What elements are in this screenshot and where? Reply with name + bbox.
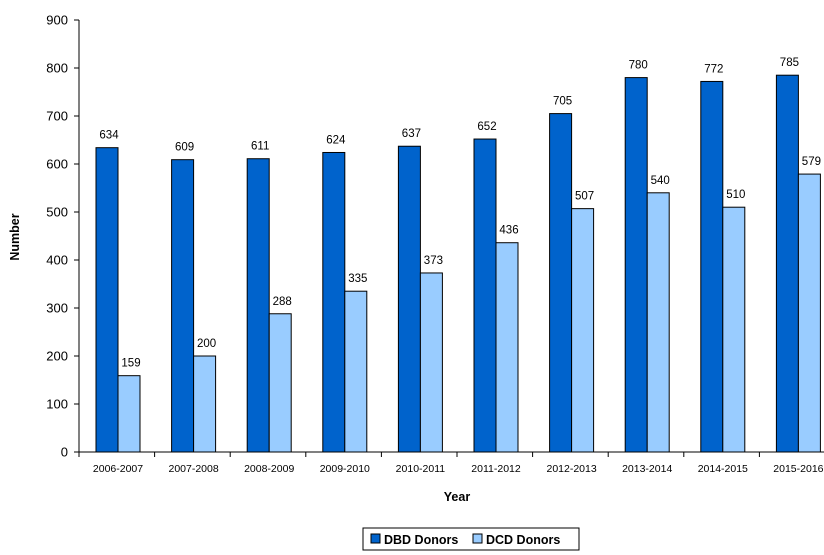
data-label: 507 [575,191,594,203]
y-tick-label: 900 [46,13,68,28]
bar-dcd-donors [344,290,368,453]
bar-dcd-donors [419,272,443,453]
bar-dbd-donors [322,151,346,453]
x-tick-label: 2008-2009 [244,463,294,475]
bar-dbd-donors [700,80,724,453]
bar-dcd-donors [117,375,141,453]
bar-dcd-donors [646,192,670,453]
y-tick-label: 200 [46,349,68,364]
bar-dbd-donors [171,159,195,453]
y-tick-label: 100 [46,397,68,412]
x-axis-title: Year [444,490,471,504]
y-axis-title: Number [8,213,22,260]
data-label: 772 [704,63,723,75]
y-tick-label: 700 [46,109,68,124]
data-label: 611 [251,141,269,153]
data-label: 288 [273,296,292,308]
x-axis-ticks: 2006-2007 2007-2008 2008-2009 2009-2010 2010… [78,452,824,475]
data-label: 200 [197,338,216,350]
data-label: 159 [121,358,140,370]
y-tick-label: 300 [46,301,68,316]
legend-label: DBD Donors [384,533,458,547]
x-tick-label: 2011-2012 [471,463,521,475]
legend-swatch [472,533,483,544]
y-tick-label: 400 [46,253,68,268]
y-tick-label: 600 [46,157,68,172]
data-label: 624 [326,134,346,146]
data-label: 609 [175,142,194,154]
data-label: 785 [780,57,799,69]
bar-dcd-donors [722,206,746,453]
data-label: 373 [424,255,443,267]
x-tick-label: 2013-2014 [622,463,672,475]
data-label: 705 [553,96,572,108]
y-tick-label: 500 [46,205,68,220]
data-label: 652 [477,121,496,133]
bar-dcd-donors [193,355,217,453]
bars [95,74,821,453]
bar-dbd-donors [246,158,270,453]
legend: DBD Donors DCD Donors [362,527,580,551]
value-labels: 634 609 611 624 637 652 705 780 772 785 159 200 288 3… [99,57,821,369]
data-label: 510 [726,189,745,201]
data-label: 540 [651,175,670,187]
data-label: 780 [629,60,648,72]
data-label: 634 [99,130,119,142]
x-tick-label: 2015-2016 [773,463,823,475]
data-label: 335 [348,273,367,285]
x-tick-label: 2007-2008 [168,463,218,475]
x-tick-label: 2012-2013 [546,463,596,475]
bar-dbd-donors [95,147,119,453]
bar-dbd-donors [397,145,421,453]
bar-dbd-donors [624,77,648,453]
x-tick-label: 2014-2015 [698,463,748,475]
bar-dbd-donors [473,138,497,453]
bar-dbd-donors [775,74,799,453]
data-label: 579 [802,156,821,168]
x-tick-label: 2010-2011 [396,463,446,475]
legend-swatch [370,533,381,544]
y-axis-ticks: 0 100 200 300 400 500 600 700 800 900 [46,13,79,460]
y-tick-label: 0 [61,445,68,460]
bar-dcd-donors [268,313,292,453]
bar-dcd-donors [571,208,595,453]
bar-dcd-donors [495,242,519,453]
data-label: 436 [499,225,518,237]
x-tick-label: 2009-2010 [320,463,370,475]
data-label: 637 [402,128,421,140]
bar-dcd-donors [797,173,821,453]
legend-box [362,527,580,551]
x-tick-label: 2006-2007 [93,463,143,475]
legend-label: DCD Donors [486,533,560,547]
y-tick-label: 800 [46,61,68,76]
axes [78,20,824,453]
bar-dbd-donors [549,113,573,453]
